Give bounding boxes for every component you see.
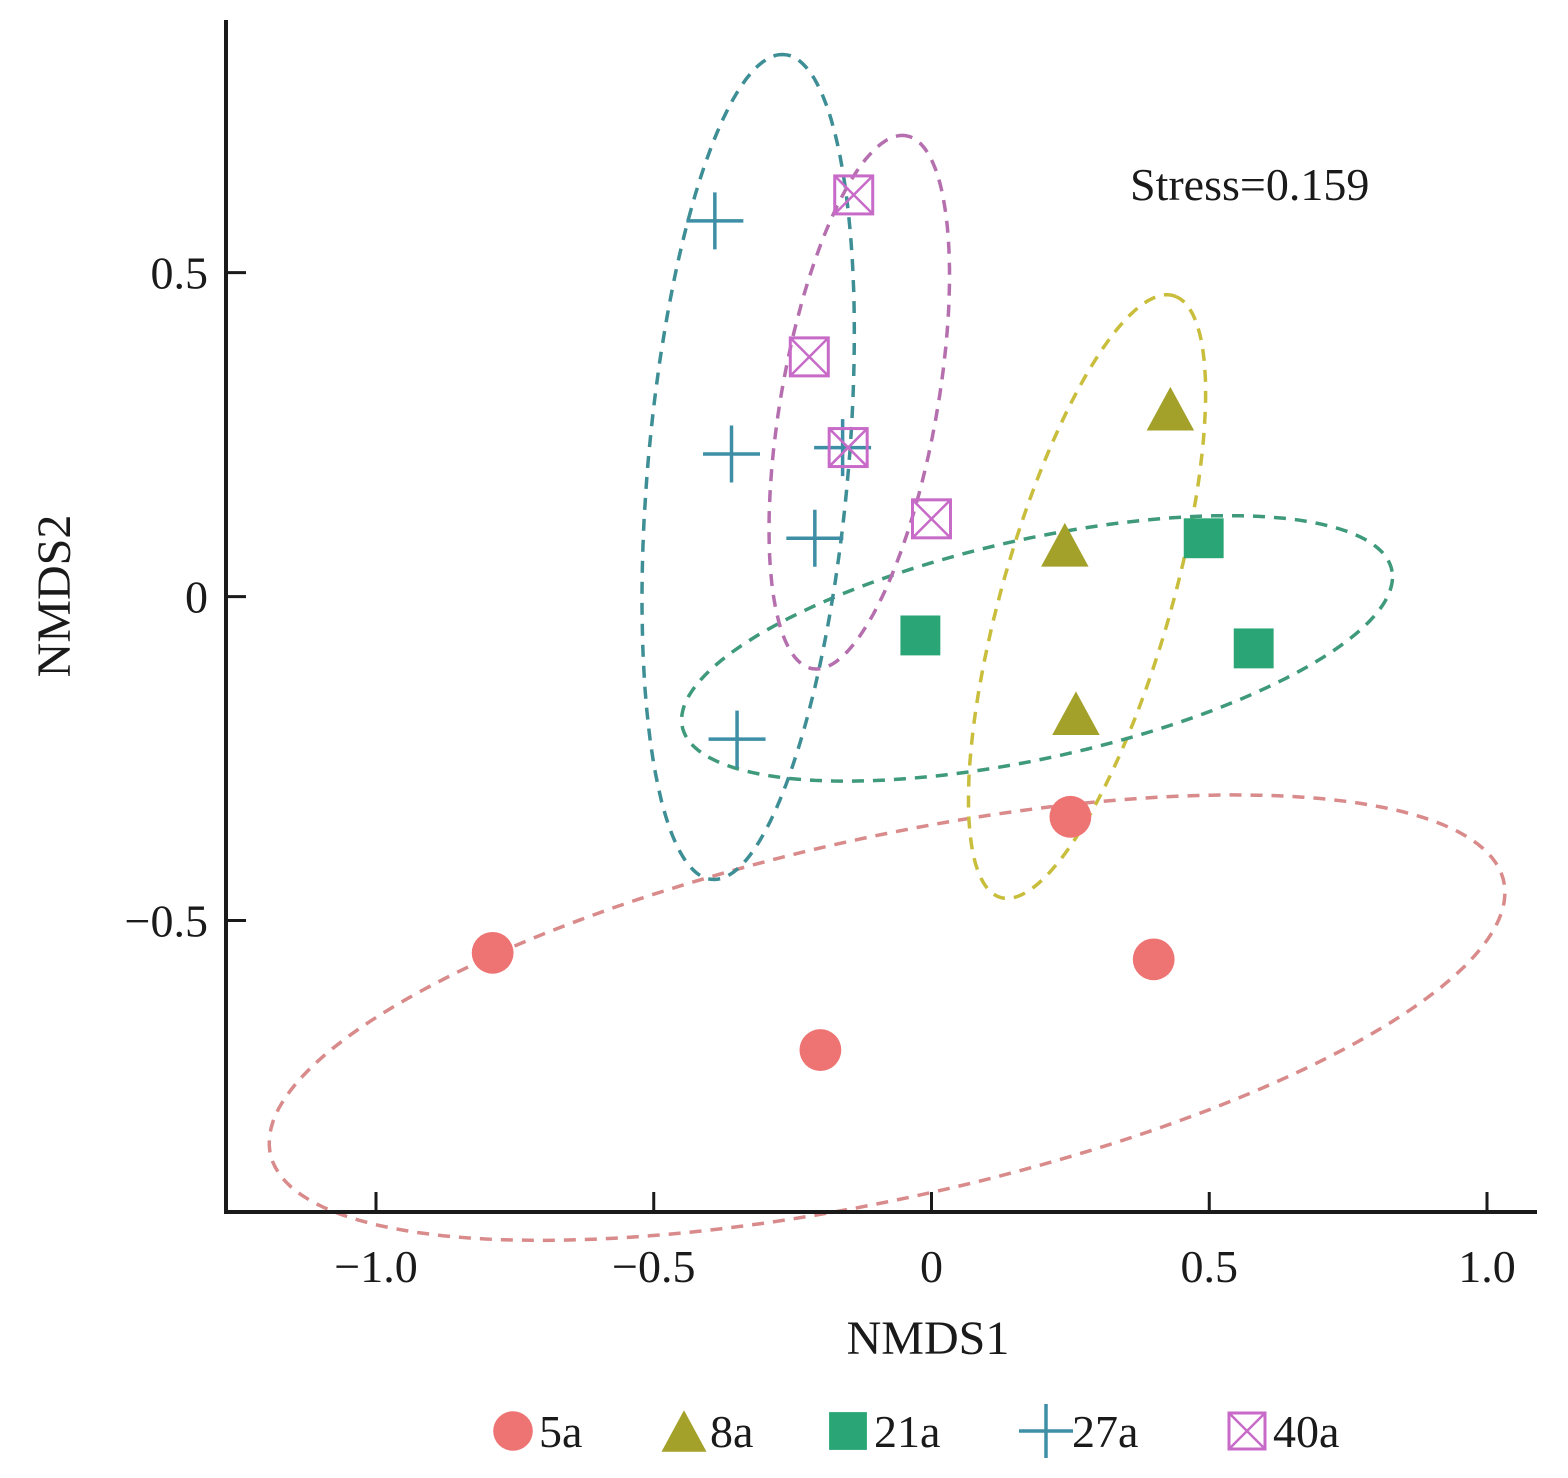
ellipse-21a: [679, 513, 1395, 783]
point-27a-3-shape: [786, 509, 844, 567]
point-21a-3: [1233, 628, 1274, 669]
legend: 5a 8a 21a 27a 40a: [493, 1404, 1339, 1458]
y-axis-title: NMDS2: [28, 515, 81, 678]
point-40a-4-box: [910, 498, 952, 540]
ellipse-layer: [267, 52, 1507, 1243]
legend-item-21a: 21a: [829, 1406, 940, 1457]
point-27a-3: [786, 509, 844, 567]
legend-item-8a: 8a: [661, 1406, 753, 1457]
ellipse-27a: [640, 52, 857, 882]
point-8a-1-shape: [1146, 386, 1195, 431]
point-27a-1: [686, 192, 744, 250]
legend-marker-40a-cross: [1228, 1412, 1266, 1450]
point-5a-4-shape: [1132, 938, 1175, 981]
point-5a-1-shape: [471, 931, 514, 974]
legend-marker-8a: [661, 1410, 707, 1452]
x-tick-label-4: 0.5: [1181, 1241, 1239, 1292]
legend-marker-5a-shape: [493, 1411, 533, 1451]
y-tick-label-1: 0.5: [151, 248, 209, 299]
point-5a-3: [1049, 795, 1092, 838]
point-40a-4-cross: [911, 498, 952, 539]
point-40a-1-cross: [833, 175, 874, 215]
legend-label-21a: 21a: [874, 1406, 940, 1457]
ellipse-5a: [267, 793, 1507, 1243]
point-27a-4-shape: [708, 710, 766, 768]
point-layer: [471, 174, 1274, 1071]
legend-marker-8a-shape: [661, 1410, 707, 1452]
legend-item-40a: 40a: [1227, 1406, 1339, 1457]
point-40a-3-cross: [828, 427, 869, 468]
point-21a-2-shape: [900, 615, 941, 656]
legend-marker-40a-box: [1227, 1411, 1267, 1451]
legend-label-8a: 8a: [710, 1406, 753, 1457]
point-8a-3-shape: [1052, 691, 1100, 736]
x-tick-label-2: −0.5: [612, 1241, 695, 1292]
legend-label-27a: 27a: [1072, 1406, 1138, 1457]
x-axis-title: NMDS1: [847, 1312, 1010, 1365]
point-5a-3-shape: [1049, 795, 1092, 838]
legend-marker-27a: [1019, 1404, 1073, 1458]
point-5a-2-shape: [799, 1029, 842, 1071]
point-40a-2-cross: [789, 336, 830, 377]
y-tick-label-3: −0.5: [125, 895, 208, 946]
point-27a-4: [708, 710, 766, 768]
stress-annotation: Stress=0.159: [1130, 159, 1369, 210]
point-21a-1: [1183, 518, 1224, 559]
point-27a-2: [703, 425, 761, 483]
legend-marker-21a: [829, 1412, 867, 1450]
point-40a-2: [788, 336, 830, 378]
point-40a-4: [910, 498, 952, 540]
point-5a-4: [1132, 938, 1175, 981]
legend-marker-21a-shape: [829, 1412, 867, 1450]
point-40a-3-box: [827, 427, 869, 469]
legend-item-27a: 27a: [1019, 1404, 1138, 1458]
y-ticks: 0.5 0 −0.5: [125, 248, 246, 946]
x-tick-label-3: 0: [920, 1241, 943, 1292]
point-5a-2: [799, 1029, 842, 1071]
legend-label-40a: 40a: [1273, 1406, 1339, 1457]
point-5a-1: [471, 931, 514, 974]
point-40a-2-box: [788, 336, 830, 378]
ellipse-40a: [767, 133, 952, 671]
legend-marker-5a: [493, 1411, 533, 1451]
point-40a-3: [827, 427, 869, 469]
point-27a-2-shape: [703, 425, 761, 483]
legend-marker-27a-shape: [1019, 1404, 1073, 1458]
point-40a-1-box: [833, 174, 875, 216]
legend-item-5a: 5a: [493, 1406, 582, 1457]
x-tick-label-5: 1.0: [1458, 1241, 1516, 1292]
axes: [224, 20, 1537, 1214]
x-tick-label-1: −1.0: [334, 1241, 417, 1292]
point-27a-1-shape: [686, 192, 744, 250]
point-21a-2: [900, 615, 941, 656]
x-ticks: −1.0 −0.5 0 0.5 1.0: [334, 1192, 1516, 1292]
point-21a-3-shape: [1233, 628, 1274, 669]
legend-marker-40a: [1227, 1411, 1267, 1451]
point-8a-2-shape: [1041, 522, 1089, 567]
ellipse-8a: [966, 293, 1208, 901]
point-8a-1: [1146, 386, 1195, 431]
point-8a-3: [1052, 691, 1100, 736]
point-8a-2: [1041, 522, 1089, 567]
point-21a-1-shape: [1183, 518, 1224, 559]
legend-label-5a: 5a: [539, 1406, 582, 1457]
y-tick-label-2: 0: [185, 572, 208, 623]
point-40a-1: [833, 174, 875, 216]
